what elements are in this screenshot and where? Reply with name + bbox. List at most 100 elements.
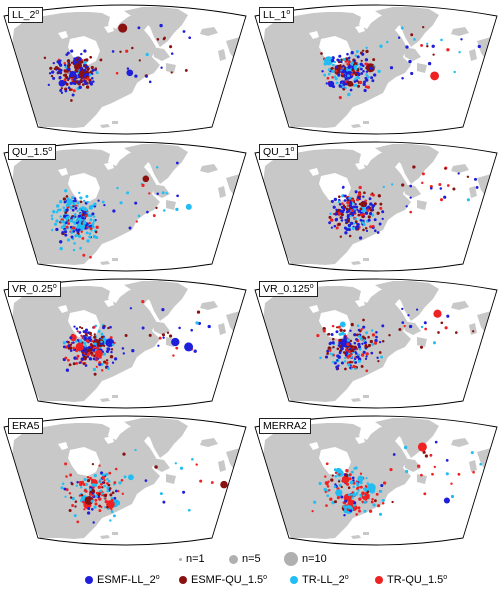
cyclone-point	[125, 49, 129, 53]
water-body	[68, 173, 100, 202]
cyclone-point	[100, 505, 103, 509]
cyclone-point	[409, 210, 413, 214]
cyclone-point	[86, 475, 90, 479]
cyclone-point	[330, 218, 334, 222]
cyclone-point	[333, 60, 337, 64]
land-mass	[200, 438, 218, 447]
cyclone-point	[88, 348, 92, 352]
cyclone-point	[379, 44, 383, 48]
cyclone-point	[78, 494, 82, 497]
cyclone-point	[81, 210, 85, 214]
cyclone-point	[356, 491, 359, 495]
cyclone-point	[88, 205, 93, 209]
cyclone-point	[64, 89, 68, 93]
cyclone-point	[98, 509, 102, 513]
cyclone-point	[94, 230, 98, 234]
cyclone-point	[375, 492, 379, 496]
cyclone-point	[349, 360, 352, 364]
cyclone-point	[409, 184, 413, 188]
cyclone-point	[397, 36, 401, 39]
map-ERA5	[3, 415, 247, 546]
cyclone-point	[163, 36, 166, 40]
cyclone-point	[336, 347, 340, 351]
cyclone-point	[170, 71, 173, 74]
cyclone-point	[329, 212, 332, 216]
cyclone-point	[148, 192, 151, 195]
panel-label-VR_0.25: VR_0.25o	[8, 281, 61, 297]
cyclone-point	[338, 84, 341, 87]
cyclone-point	[348, 506, 351, 510]
cyclone-point	[460, 38, 463, 41]
land-mass	[351, 535, 361, 539]
legend-size-row: n=1 n=5 n=10	[0, 550, 500, 568]
cyclone-point	[70, 49, 74, 53]
cyclone-point	[375, 331, 378, 334]
cyclone-point	[357, 345, 362, 349]
cyclone-point	[423, 321, 427, 325]
cyclone-point	[325, 482, 329, 486]
cyclone-point	[163, 209, 166, 212]
cyclone-point	[62, 74, 66, 77]
cyclone-point	[83, 477, 87, 482]
cyclone-point	[138, 59, 141, 62]
cyclone-point	[134, 201, 138, 205]
land-mass	[351, 261, 361, 265]
cyclone-point	[410, 71, 414, 76]
water-body	[309, 442, 319, 450]
cyclone-point	[102, 326, 106, 330]
cyclone-point	[59, 76, 62, 79]
cyclone-point	[76, 354, 80, 358]
cyclone-point	[110, 350, 113, 354]
cyclone-point	[71, 196, 75, 200]
cyclone-point	[358, 80, 363, 85]
cyclone-point	[100, 482, 103, 486]
cyclone-point	[445, 459, 449, 462]
cyclone-point	[331, 76, 334, 79]
cyclone-point	[160, 66, 163, 69]
cyclone-point	[421, 172, 425, 176]
cyclone-point	[324, 56, 334, 66]
cyclone-point	[347, 92, 351, 97]
cyclone-point	[86, 352, 91, 356]
cyclone-point	[161, 308, 165, 312]
cyclone-point	[326, 76, 330, 80]
cyclone-point	[370, 76, 374, 80]
cyclone-point	[74, 505, 77, 508]
cyclone-point	[347, 80, 354, 87]
cyclone-point	[367, 343, 371, 348]
cyclone-point	[365, 477, 368, 480]
cyclone-point	[79, 482, 83, 487]
cyclone-point	[346, 62, 350, 66]
cyclone-point	[378, 351, 382, 354]
cyclone-point	[351, 198, 354, 202]
cyclone-point	[339, 67, 343, 70]
cyclone-point	[71, 496, 75, 501]
cyclone-point	[98, 361, 102, 364]
cyclone-point	[344, 499, 348, 503]
cyclone-points	[316, 307, 485, 373]
cyclone-point	[331, 360, 335, 364]
cyclone-point	[66, 238, 71, 242]
cyclone-point	[86, 211, 89, 214]
cyclone-point	[332, 337, 335, 341]
cyclone-point	[141, 326, 145, 330]
cyclone-point	[363, 80, 366, 84]
cyclone-point	[326, 352, 329, 355]
cyclone-point	[344, 71, 348, 75]
cyclone-point	[380, 483, 384, 488]
cyclone-point	[111, 50, 115, 53]
cyclone-point	[170, 52, 174, 55]
cyclone-point	[187, 508, 191, 512]
cyclone-point	[106, 500, 109, 504]
cyclone-point	[144, 479, 148, 482]
cyclone-point	[367, 335, 370, 339]
cyclone-point	[329, 352, 332, 355]
cyclone-point	[195, 321, 199, 325]
cyclone-point	[75, 233, 79, 237]
cyclone-point	[64, 211, 68, 214]
cyclone-point	[359, 218, 363, 222]
cyclone-point	[355, 50, 359, 53]
cyclone-point	[335, 208, 338, 211]
cyclone-point	[347, 486, 351, 489]
cyclone-point	[117, 502, 121, 506]
